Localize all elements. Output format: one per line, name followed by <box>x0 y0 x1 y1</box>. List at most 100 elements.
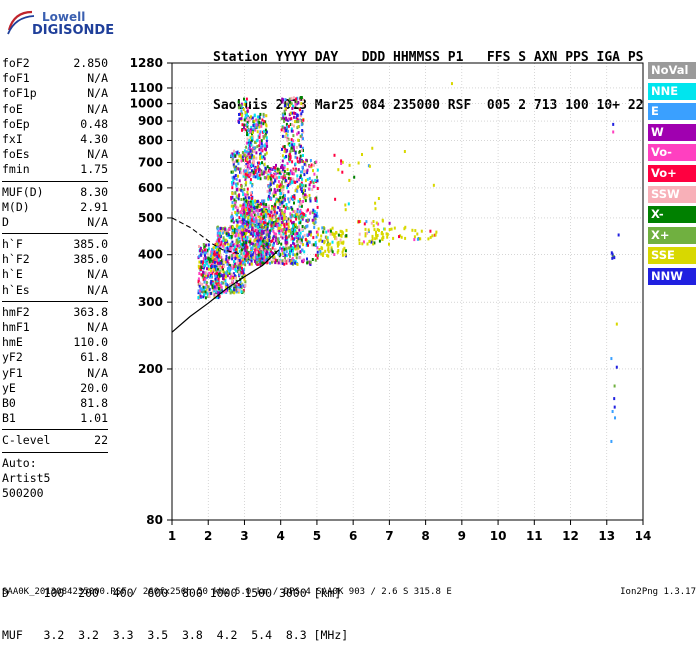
data-point <box>253 140 256 144</box>
data-point <box>203 248 206 252</box>
data-point <box>368 239 371 243</box>
data-point <box>247 141 250 145</box>
data-point <box>280 242 283 246</box>
muf-table: D 100 200 400 600 800 1000 1500 3000 [km… <box>2 558 348 656</box>
param-name: B0 <box>2 395 16 410</box>
data-point <box>237 255 240 259</box>
data-point <box>244 123 247 127</box>
data-point <box>213 268 216 272</box>
data-point <box>284 176 287 179</box>
data-point <box>224 260 227 264</box>
param-value: 110.0 <box>73 335 108 350</box>
data-point <box>316 175 318 179</box>
data-point <box>306 233 309 237</box>
data-point <box>312 220 315 224</box>
data-point <box>293 124 295 128</box>
data-point <box>277 198 280 202</box>
data-point <box>202 257 205 261</box>
data-point <box>337 242 340 246</box>
data-point <box>285 116 287 120</box>
data-point <box>314 197 317 201</box>
data-point <box>226 260 229 263</box>
data-point <box>243 218 246 222</box>
data-point <box>327 254 330 258</box>
param-row: foEs N/A <box>2 147 108 162</box>
data-point <box>308 165 311 169</box>
data-point <box>358 238 361 242</box>
data-point <box>246 212 249 215</box>
data-point <box>246 157 249 161</box>
data-point <box>267 244 270 248</box>
station-header: Station YYYY DAY DDD HHMMSS P1 FFS S AXN… <box>213 18 643 130</box>
data-point <box>301 248 303 252</box>
data-point <box>237 197 240 201</box>
data-point <box>290 249 293 253</box>
data-point <box>247 260 249 264</box>
data-point <box>287 258 290 262</box>
data-point <box>281 216 283 220</box>
data-point <box>292 220 295 224</box>
param-separator <box>2 233 108 235</box>
data-point <box>272 194 275 198</box>
data-point <box>287 129 289 133</box>
data-point <box>260 202 263 206</box>
data-point <box>234 287 237 291</box>
data-point <box>239 285 242 288</box>
data-point <box>298 228 301 232</box>
data-point <box>275 222 278 226</box>
data-point <box>251 116 254 120</box>
data-point <box>314 253 317 257</box>
y-tick-label: 900 <box>138 114 163 128</box>
data-point <box>231 240 234 244</box>
data-point <box>260 171 263 175</box>
data-point <box>313 222 316 226</box>
data-point <box>212 246 215 250</box>
data-point <box>285 118 288 122</box>
data-point <box>271 206 274 210</box>
data-point <box>214 252 217 256</box>
data-point <box>292 214 295 218</box>
data-point <box>315 214 318 218</box>
data-point <box>300 170 302 174</box>
data-point <box>241 266 243 270</box>
y-tick-label: 300 <box>138 295 163 309</box>
data-point <box>276 167 279 171</box>
data-point <box>264 229 267 233</box>
data-point <box>335 231 338 235</box>
data-point <box>241 123 244 127</box>
data-point <box>264 231 267 235</box>
data-point <box>226 250 229 254</box>
data-point <box>278 229 281 233</box>
data-point <box>231 257 234 261</box>
data-point <box>229 291 232 295</box>
data-point <box>266 239 269 243</box>
data-point <box>281 236 284 240</box>
data-point <box>266 222 269 226</box>
data-point <box>341 170 344 174</box>
data-point <box>259 177 262 181</box>
data-point <box>234 276 237 280</box>
data-point <box>220 281 223 285</box>
data-point <box>231 277 234 280</box>
data-point <box>314 220 317 224</box>
data-point <box>250 259 253 263</box>
data-point <box>296 239 299 243</box>
data-point <box>316 214 319 218</box>
data-point <box>270 229 273 233</box>
data-point <box>283 210 286 213</box>
data-point <box>316 231 319 235</box>
data-point <box>284 112 286 116</box>
data-point <box>278 175 281 179</box>
data-point <box>203 288 206 292</box>
data-point <box>251 184 254 188</box>
data-point <box>232 170 234 174</box>
data-point <box>246 187 249 191</box>
data-point <box>289 150 292 154</box>
param-row: yE 20.0 <box>2 381 108 396</box>
data-point <box>287 117 290 121</box>
data-point <box>321 254 324 257</box>
data-point <box>211 247 213 251</box>
data-point <box>243 126 245 130</box>
data-point <box>247 235 250 239</box>
data-point <box>345 228 348 232</box>
